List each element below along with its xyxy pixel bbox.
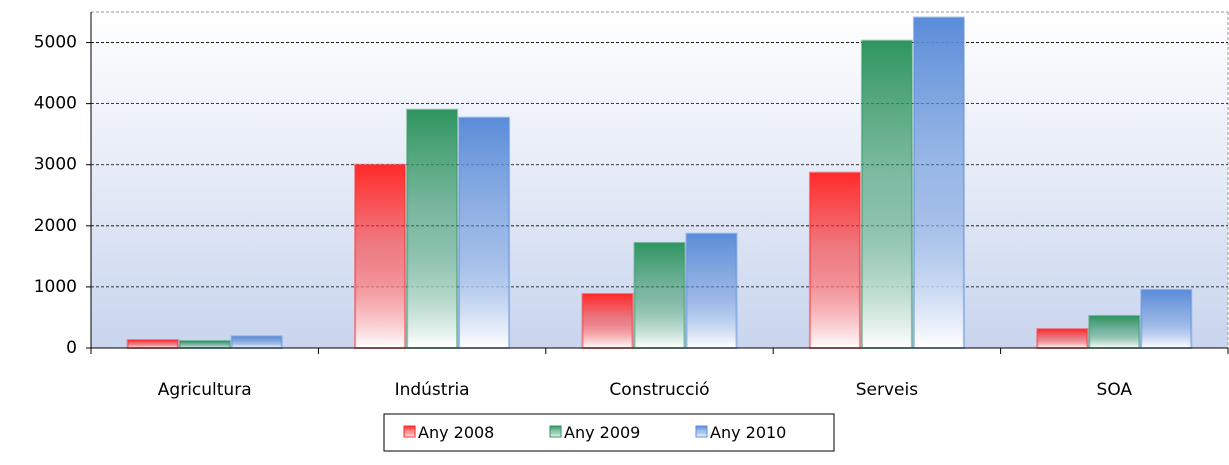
y-tick-label: 2000 <box>34 216 77 236</box>
x-tick-label: Construcció <box>609 380 709 400</box>
bar <box>581 292 634 349</box>
bar <box>633 241 686 349</box>
y-tick-label: 0 <box>66 338 77 358</box>
bar <box>685 232 738 349</box>
legend-box <box>383 413 835 452</box>
bar <box>1036 328 1089 350</box>
legend-label: Any 2009 <box>564 423 640 442</box>
bar <box>808 171 861 349</box>
x-tick-label: Agricultura <box>158 380 252 400</box>
bar <box>178 339 231 350</box>
legend-label: Any 2010 <box>710 423 786 442</box>
bar <box>126 339 179 350</box>
bar <box>1140 288 1193 349</box>
legend-swatch <box>403 425 416 438</box>
legend-label: Any 2008 <box>418 423 494 442</box>
y-tick-label: 4000 <box>34 94 77 114</box>
bar <box>458 116 511 349</box>
bar <box>860 39 913 349</box>
y-tick-label: 3000 <box>34 155 77 175</box>
y-tick-label: 1000 <box>34 277 77 297</box>
bar <box>1088 314 1141 350</box>
legend: Any 2008 Any 2009 Any 2010 <box>383 413 835 452</box>
legend-swatch <box>549 425 562 438</box>
bar <box>230 335 283 350</box>
bar <box>354 163 407 349</box>
y-tick-label: 5000 <box>34 33 77 53</box>
legend-swatch <box>695 425 708 438</box>
bar <box>406 108 459 349</box>
x-tick-label: Indústria <box>395 380 470 400</box>
x-tick-label: SOA <box>1097 380 1133 400</box>
x-tick-label: Serveis <box>856 380 918 400</box>
bar <box>912 16 965 350</box>
